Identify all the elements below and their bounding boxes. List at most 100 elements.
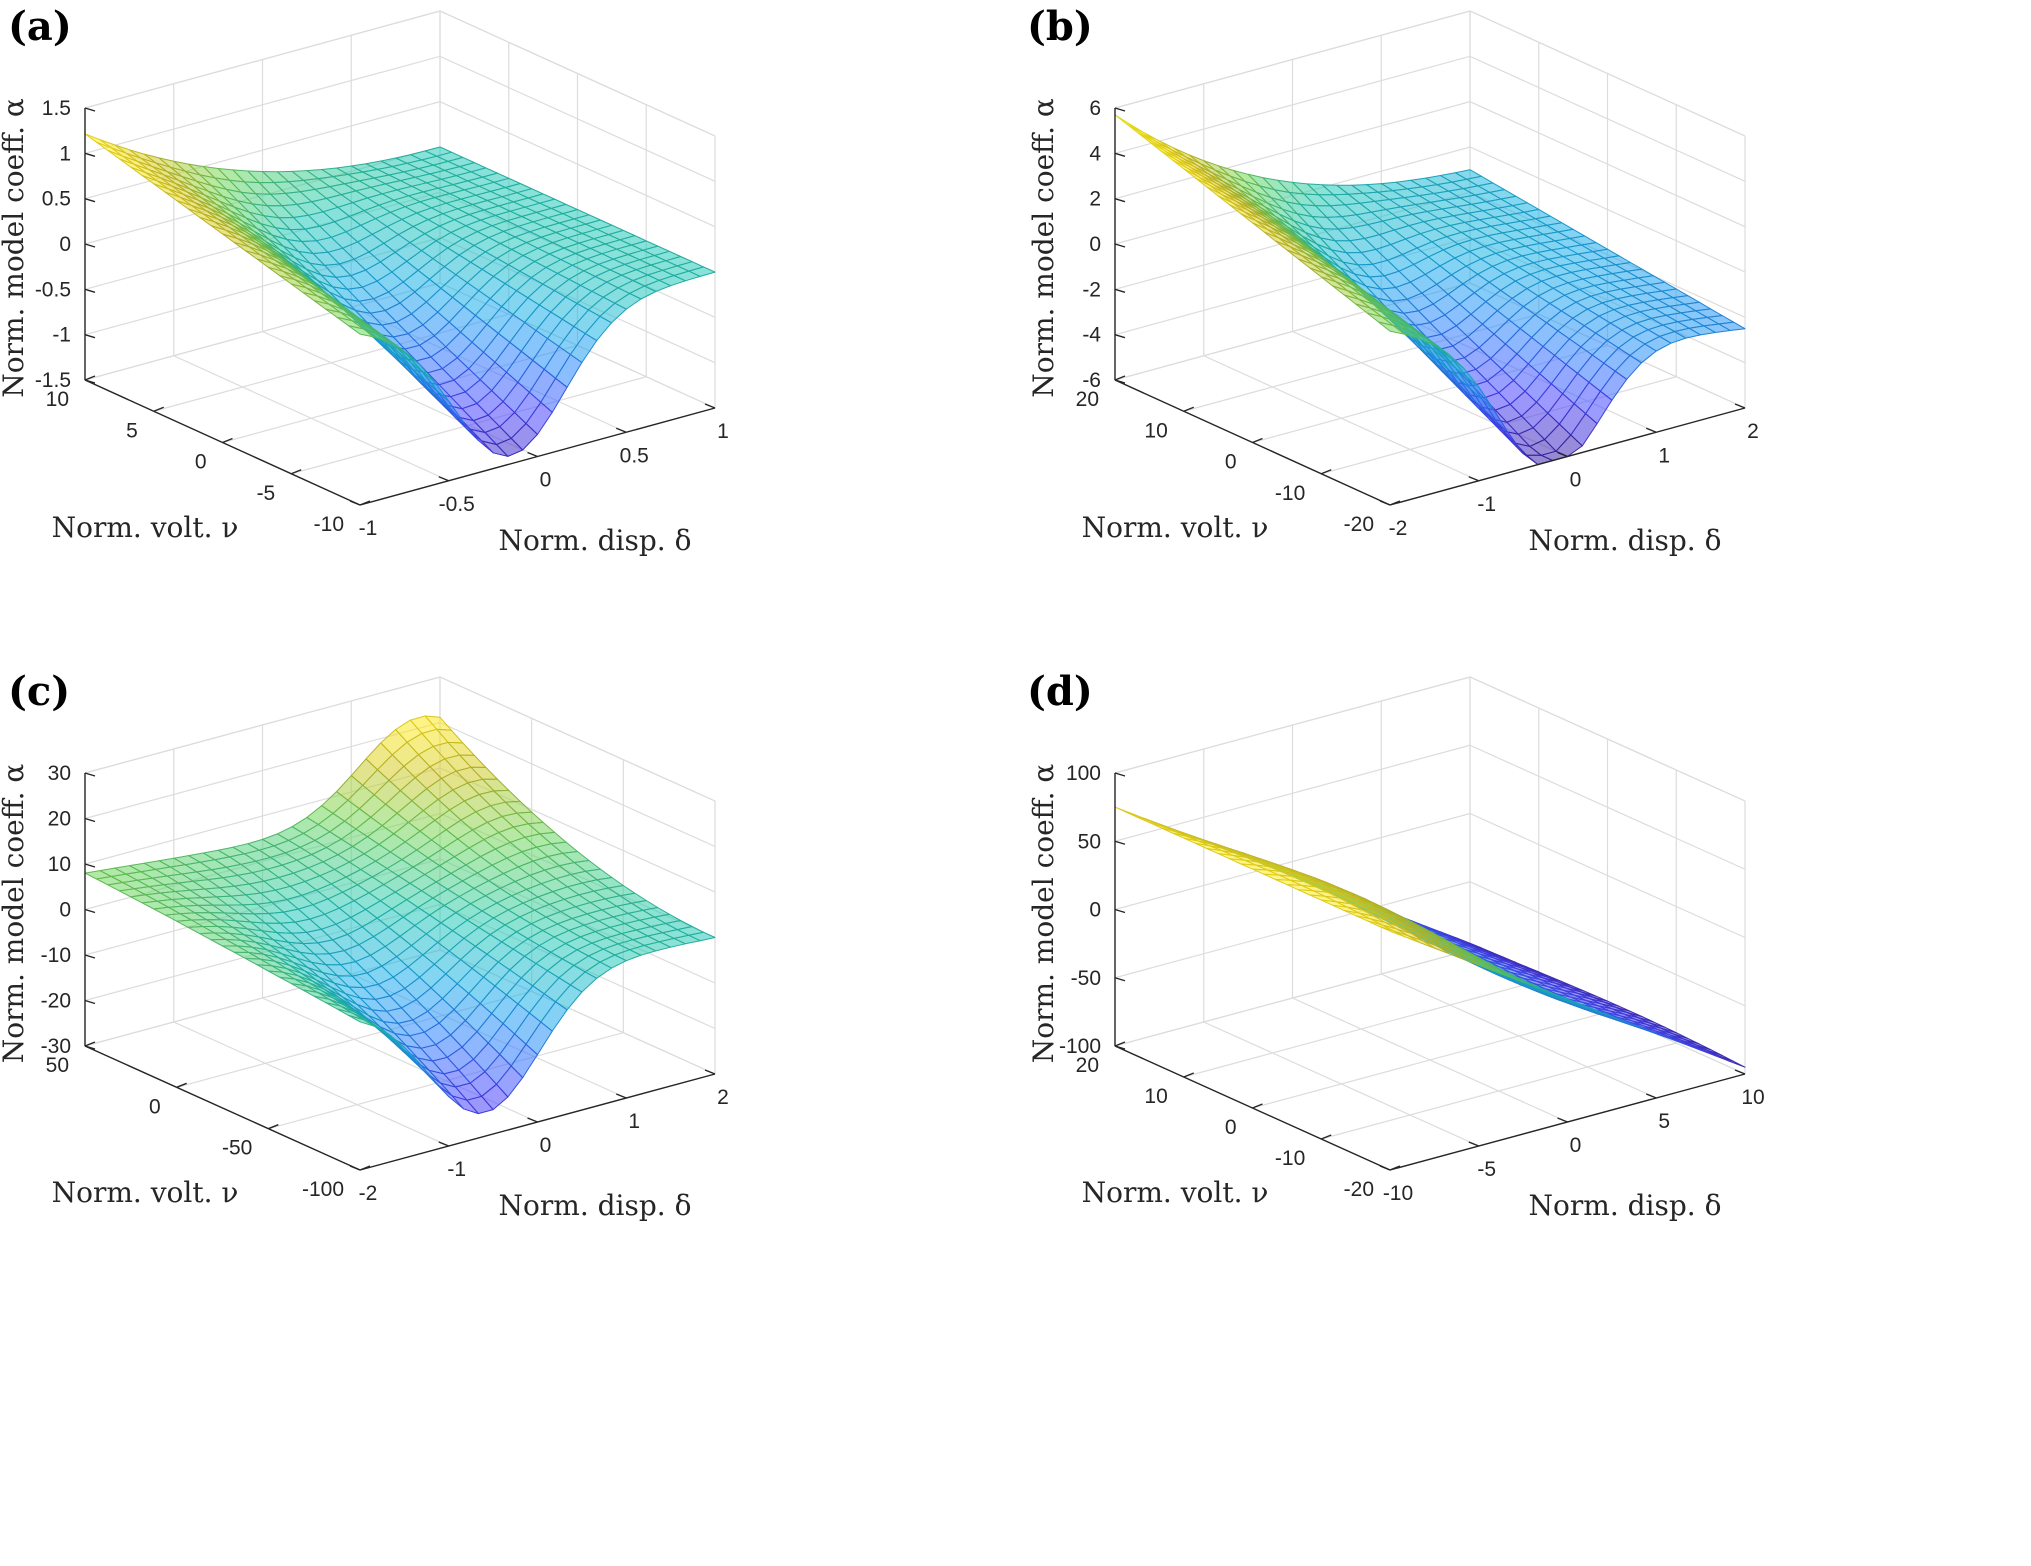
z-tick-label: 0.5 bbox=[42, 188, 71, 211]
surface bbox=[84, 133, 716, 457]
y-tick-label: -100 bbox=[302, 1178, 344, 1201]
z-tick-mark bbox=[84, 908, 96, 914]
grid-z bbox=[1114, 10, 1746, 137]
y-tick-mark bbox=[1252, 437, 1263, 444]
y-tick-label: 10 bbox=[1144, 419, 1167, 442]
z-tick-label: -30 bbox=[41, 1035, 71, 1058]
z-tick-mark bbox=[1114, 379, 1126, 384]
z-tick-mark bbox=[1114, 197, 1126, 203]
x-tick-mark bbox=[1468, 476, 1480, 482]
grid-x bbox=[1114, 773, 1391, 1171]
z-tick-mark bbox=[1114, 908, 1126, 914]
z-tick-mark bbox=[1114, 288, 1126, 294]
y-tick-mark bbox=[1389, 1165, 1401, 1171]
x-tick-mark bbox=[1557, 451, 1568, 458]
x-axis-label: Norm. disp. δ bbox=[499, 524, 692, 557]
grid-y bbox=[291, 104, 647, 475]
y-tick-label: -10 bbox=[314, 513, 344, 536]
grid-y bbox=[1321, 104, 1677, 475]
z-tick-label: -1 bbox=[52, 324, 71, 347]
y-tick-mark bbox=[290, 469, 302, 475]
panel-label: (a) bbox=[8, 3, 72, 50]
grid-x bbox=[1291, 725, 1568, 1123]
z-tick-mark bbox=[1114, 1045, 1126, 1050]
y-tick-mark bbox=[84, 1041, 96, 1047]
x-tick-label: -1 bbox=[1477, 493, 1496, 516]
z-axis-label: Norm. model coeff. α bbox=[0, 764, 30, 1064]
x-tick-mark bbox=[1734, 403, 1746, 409]
y-tick-mark bbox=[1320, 469, 1332, 475]
surface-facet bbox=[348, 325, 376, 338]
grid-top bbox=[84, 10, 716, 137]
y-axis-label: Norm. volt. ν bbox=[1082, 1176, 1269, 1209]
y-tick-label: 0 bbox=[195, 451, 207, 474]
z-tick-mark bbox=[84, 1045, 96, 1050]
grid-z bbox=[1114, 812, 1746, 939]
surface-facet bbox=[348, 1014, 376, 1027]
z-tick-label: 2 bbox=[1089, 188, 1101, 211]
y-tick-label: 20 bbox=[1076, 1054, 1099, 1077]
surface-facet bbox=[1378, 321, 1406, 335]
z-axis-label: Norm. model coeff. α bbox=[1027, 98, 1060, 398]
surface-facet bbox=[1378, 925, 1406, 938]
z-tick-label: 4 bbox=[1089, 142, 1101, 165]
surface bbox=[1114, 114, 1746, 466]
x-tick-label: 0 bbox=[540, 469, 552, 492]
grid-top bbox=[1114, 10, 1746, 137]
x-tick-mark bbox=[1468, 1141, 1480, 1147]
x-tick-label: 0 bbox=[1570, 1134, 1582, 1157]
z-tick-mark bbox=[1114, 152, 1126, 158]
z-tick-label: 6 bbox=[1089, 97, 1101, 120]
panel-label: (b) bbox=[1027, 3, 1093, 50]
grid-y bbox=[1321, 770, 1677, 1140]
grid-z bbox=[1114, 744, 1746, 870]
y-tick-mark bbox=[1252, 1103, 1263, 1109]
z-tick-mark bbox=[84, 333, 96, 339]
x-tick-mark bbox=[615, 427, 627, 433]
x-tick-mark bbox=[527, 451, 538, 458]
y-tick-label: -50 bbox=[222, 1137, 252, 1160]
y-tick-label: -20 bbox=[1344, 1178, 1374, 1201]
z-tick-mark bbox=[84, 772, 96, 777]
y-tick-mark bbox=[84, 375, 96, 381]
x-tick-label: 1 bbox=[1658, 444, 1670, 467]
y-tick-mark bbox=[1114, 1041, 1126, 1047]
surface bbox=[84, 715, 716, 1115]
z-tick-mark bbox=[84, 288, 96, 294]
grid-x bbox=[1380, 701, 1657, 1099]
y-tick-mark bbox=[1389, 500, 1401, 506]
z-tick-label: 0 bbox=[1089, 899, 1101, 922]
x-tick-mark bbox=[349, 500, 361, 506]
z-tick-label: 0 bbox=[59, 233, 71, 256]
x-axis-label: Norm. disp. δ bbox=[499, 1189, 692, 1222]
grid-y bbox=[268, 759, 624, 1130]
x-tick-label: 1 bbox=[717, 420, 729, 443]
grid-x bbox=[84, 108, 361, 506]
y-axis-label: Norm. volt. ν bbox=[1082, 511, 1269, 544]
y-tick-label: 0 bbox=[1225, 451, 1237, 474]
grid-top bbox=[1114, 676, 1746, 802]
z-tick-mark bbox=[1114, 977, 1126, 982]
z-tick-mark bbox=[84, 379, 96, 384]
z-tick-label: -50 bbox=[1071, 967, 1101, 990]
z-tick-label: -6 bbox=[1082, 369, 1101, 392]
grid-top bbox=[84, 676, 716, 802]
panel-a: 1.5 1 0.5 0 -0.5 -1 -1.510 5 0 -5 -10 -1 -0.5 0 0.5 1 No… bbox=[0, 3, 729, 557]
y-tick-mark bbox=[1183, 1072, 1195, 1078]
y-tick-mark bbox=[222, 437, 233, 444]
x-tick-mark bbox=[1557, 1117, 1568, 1123]
z-tick-mark bbox=[84, 107, 96, 112]
x-tick-mark bbox=[1645, 427, 1657, 433]
z-tick-label: -100 bbox=[1059, 1035, 1101, 1058]
z-tick-mark bbox=[84, 243, 96, 248]
z-tick-mark bbox=[1114, 772, 1126, 777]
z-tick-label: 0 bbox=[1089, 233, 1101, 256]
y-tick-mark bbox=[1320, 1134, 1332, 1140]
z-tick-label: -20 bbox=[41, 990, 71, 1013]
y-tick-label: 10 bbox=[1144, 1085, 1167, 1108]
surface-facet bbox=[84, 133, 112, 149]
